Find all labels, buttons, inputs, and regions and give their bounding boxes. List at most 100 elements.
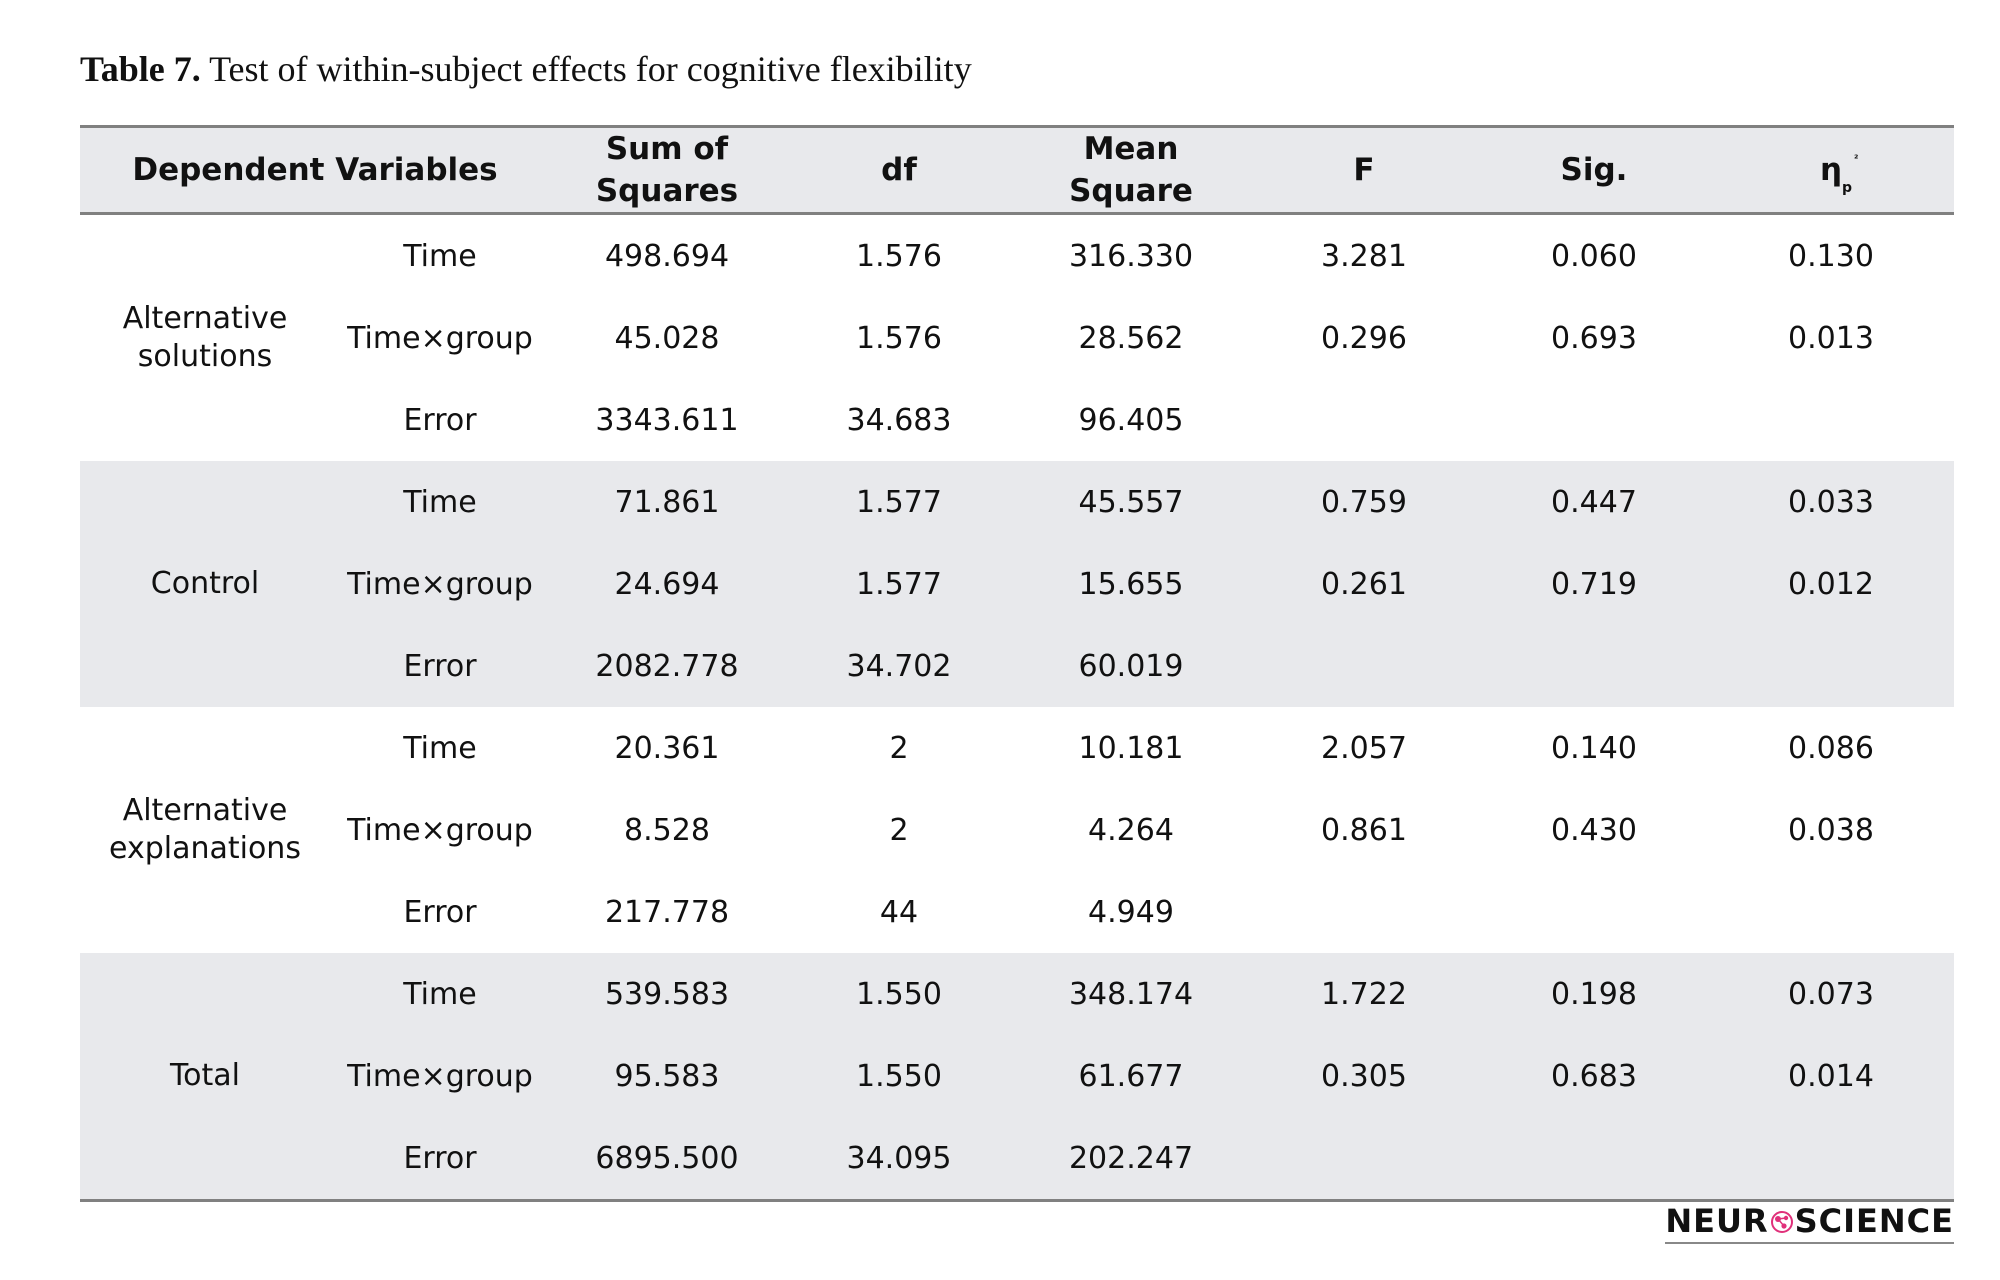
sig-cell: 0.683 (1480, 1035, 1708, 1117)
table-label: Table 7. (80, 49, 201, 89)
ss-cell: 8.528 (624, 812, 710, 848)
ss-cell: 6895.500 (550, 1117, 784, 1202)
source-cell: Error (330, 1117, 550, 1202)
table-row: Alternative solutions Time 498.694 1.576… (80, 214, 1954, 375)
df-cell: 1.576 (856, 238, 942, 274)
source-cell: Time×group (330, 1035, 550, 1117)
header-ss-line2: Squares (595, 173, 739, 209)
table-row: Error 3343.611 34.683 96.405 (80, 379, 1954, 461)
f-cell (1248, 1117, 1480, 1202)
df-cell: 1.550 (784, 953, 1014, 1035)
source-cell: Time×group (347, 812, 533, 848)
eta-cell (1708, 871, 1954, 953)
sig-cell: 0.140 (1551, 730, 1637, 766)
f-cell: 0.261 (1248, 543, 1480, 625)
table-row: Time×group 8.528 2 4.264 0.861 0.430 0.0… (80, 789, 1954, 871)
table-row: Error 2082.778 34.702 60.019 (80, 625, 1954, 707)
ss-cell: 45.028 (614, 320, 720, 356)
header-sig: Sig. (1480, 125, 1708, 215)
table-row: Time×group 24.694 1.577 15.655 0.261 0.7… (80, 543, 1954, 625)
eta-cell (1708, 625, 1954, 707)
df-cell: 2 (889, 730, 909, 766)
source-cell: Time (330, 461, 550, 543)
eta-cell: 0.012 (1708, 543, 1954, 625)
sig-cell: 0.693 (1551, 320, 1637, 356)
ms-cell: 28.562 (1078, 320, 1184, 356)
group-label: Alternative explanations (109, 793, 301, 866)
f-cell (1248, 871, 1480, 953)
header-ms-line2: Square (1069, 173, 1193, 209)
source-cell: Error (330, 625, 550, 707)
f-cell: 0.296 (1321, 320, 1407, 356)
table-row: Error 217.778 44 4.949 (80, 871, 1954, 953)
sig-cell (1480, 625, 1708, 707)
ss-cell: 20.361 (614, 730, 720, 766)
source-cell: Time (330, 953, 550, 1035)
header-mean-square: Mean Square (1014, 125, 1248, 215)
df-cell: 44 (879, 894, 919, 930)
ms-cell: 4.264 (1088, 812, 1174, 848)
df-cell: 1.577 (784, 543, 1014, 625)
brain-network-icon (1770, 1211, 1793, 1233)
f-cell (1248, 625, 1480, 707)
logo-text-left: NEUR (1665, 1202, 1769, 1240)
df-cell: 34.702 (784, 625, 1014, 707)
publisher-logo: NEUR SCIENCE (1665, 1202, 1954, 1244)
header-eta: η p ² (1708, 125, 1954, 215)
ms-cell: 60.019 (1014, 625, 1248, 707)
ms-cell: 15.655 (1014, 543, 1248, 625)
eta-cell (1708, 1117, 1954, 1202)
anova-table: Dependent Variables Sum of Squares df Me… (80, 125, 1954, 1202)
ss-cell: 24.694 (550, 543, 784, 625)
eta-cell: 0.038 (1788, 812, 1874, 848)
header-row: Dependent Variables Sum of Squares df Me… (80, 125, 1954, 215)
sig-cell (1480, 379, 1708, 461)
eta-cell: 0.086 (1788, 730, 1874, 766)
table-row: Time×group 45.028 1.576 28.562 0.296 0.6… (80, 297, 1954, 379)
table-caption: Table 7. Test of within-subject effects … (80, 48, 972, 90)
ms-cell: 348.174 (1014, 953, 1248, 1035)
header-ss-line1: Sum of (605, 131, 729, 167)
df-cell: 1.550 (784, 1035, 1014, 1117)
ss-cell: 217.778 (604, 894, 730, 930)
header-ms-line1: Mean (1083, 131, 1179, 167)
f-cell: 3.281 (1321, 238, 1407, 274)
f-cell: 0.759 (1248, 461, 1480, 543)
eta-cell: 0.073 (1708, 953, 1954, 1035)
ss-cell: 71.861 (550, 461, 784, 543)
ms-cell: 10.181 (1078, 730, 1184, 766)
sig-cell: 0.060 (1551, 238, 1637, 274)
table-row: Alternative explanations Time 20.361 2 1… (80, 707, 1954, 867)
f-cell (1248, 379, 1480, 461)
ss-cell: 95.583 (550, 1035, 784, 1117)
eta-sup: ² (1853, 154, 1859, 165)
ss-cell: 3343.611 (595, 402, 739, 438)
ss-cell: 539.583 (550, 953, 784, 1035)
header-f: F (1248, 125, 1480, 215)
sig-cell (1480, 871, 1708, 953)
source-cell: Time (403, 730, 477, 766)
source-cell: Time×group (330, 543, 550, 625)
f-cell: 0.861 (1321, 812, 1407, 848)
ms-cell: 96.405 (1078, 402, 1184, 438)
eta-cell: 0.014 (1708, 1035, 1954, 1117)
ss-cell: 498.694 (604, 238, 730, 274)
ss-cell: 2082.778 (550, 625, 784, 707)
ms-cell: 61.677 (1014, 1035, 1248, 1117)
eta-sub: p (1841, 180, 1852, 196)
ms-cell: 316.330 (1068, 238, 1194, 274)
logo-text-right: SCIENCE (1794, 1202, 1954, 1240)
sig-cell: 0.447 (1480, 461, 1708, 543)
ms-cell: 4.949 (1088, 894, 1174, 930)
table-title: Test of within-subject effects for cogni… (209, 49, 972, 89)
table-row: Error 6895.500 34.095 202.247 (80, 1117, 1954, 1202)
source-cell: Error (403, 402, 477, 438)
df-cell: 1.576 (856, 320, 942, 356)
df-cell: 34.683 (846, 402, 952, 438)
source-cell: Error (403, 894, 477, 930)
ms-cell: 45.557 (1014, 461, 1248, 543)
table-row: Time×group 95.583 1.550 61.677 0.305 0.6… (80, 1035, 1954, 1117)
source-cell: Time (403, 238, 477, 274)
group-label: Control (80, 461, 330, 707)
header-sum-of-squares: Sum of Squares (550, 125, 784, 215)
